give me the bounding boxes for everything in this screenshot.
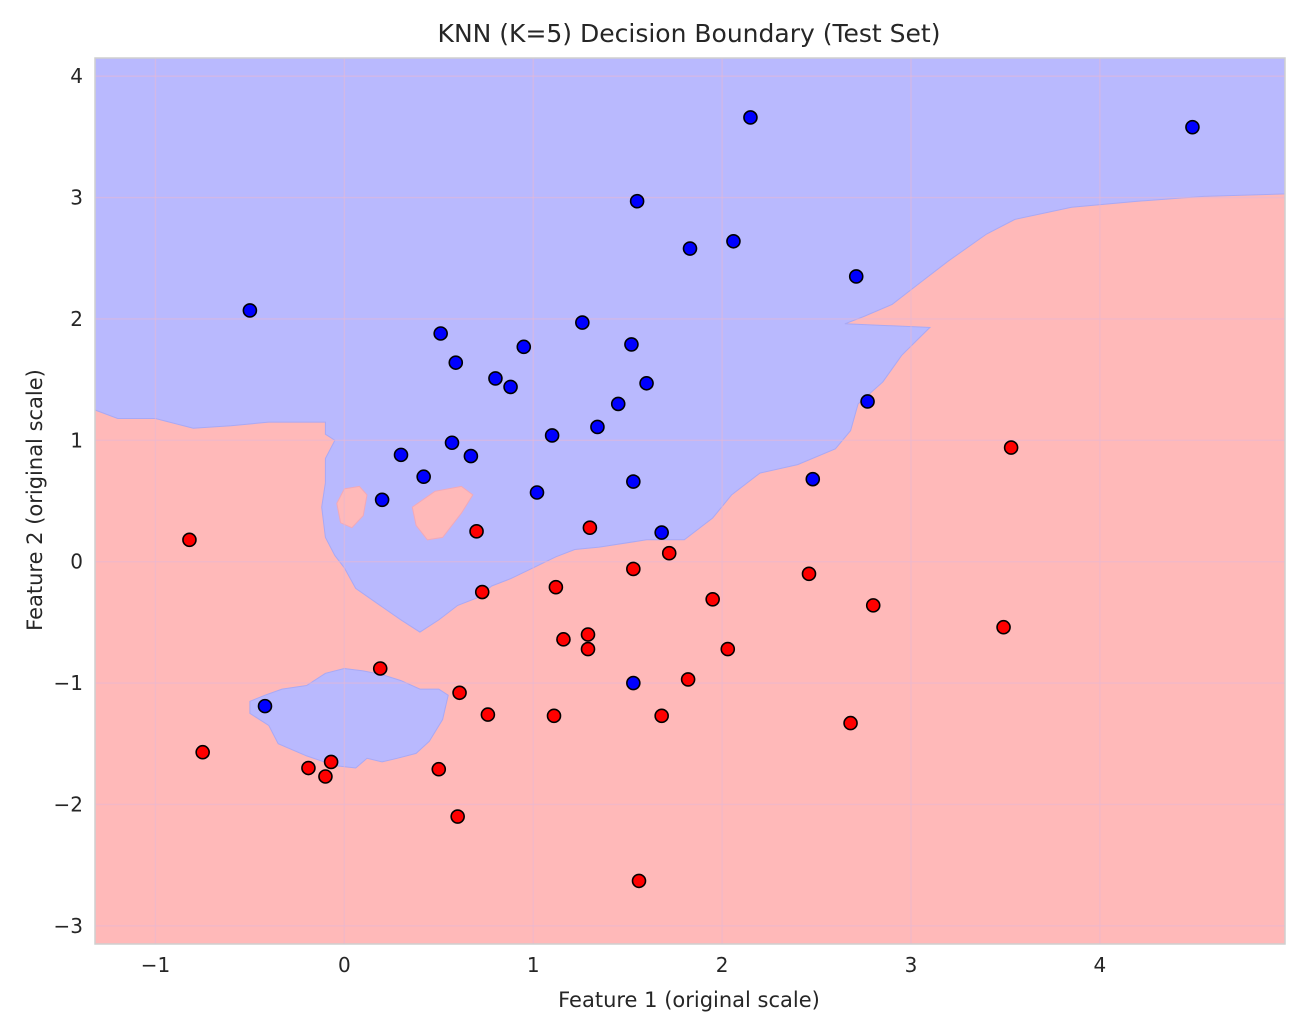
blue-point (860, 394, 875, 409)
blue-point (590, 419, 605, 435)
blue-point (743, 110, 758, 125)
blue-point (726, 233, 741, 249)
y-tick-label: −2 (54, 792, 83, 816)
blue-point (610, 396, 626, 412)
red-point (705, 592, 720, 607)
red-point (548, 579, 564, 595)
red-point (546, 708, 562, 724)
y-tick-label: 1 (70, 428, 83, 452)
blue-point (488, 371, 503, 386)
red-point (480, 707, 496, 722)
x-axis-label: Feature 1 (original scale) (558, 988, 820, 1012)
red-point (843, 715, 858, 731)
x-tick-label: 4 (1094, 953, 1107, 977)
y-tick-label: 3 (70, 186, 83, 210)
red-point (182, 532, 197, 548)
blue-point (433, 326, 448, 341)
red-region-island-2 (411, 485, 474, 541)
red-point (431, 761, 447, 777)
red-point (996, 619, 1011, 635)
red-point (318, 769, 333, 784)
red-point (452, 685, 467, 701)
red-point (580, 627, 596, 642)
blue-point (629, 193, 645, 209)
blue-point (416, 469, 431, 485)
red-point (631, 873, 647, 889)
blue-point (639, 375, 654, 391)
red-point (195, 744, 210, 760)
blue-point (848, 269, 864, 284)
red-point (626, 561, 641, 577)
red-point (654, 708, 669, 724)
blue-point (1185, 119, 1200, 135)
blue-point (575, 315, 590, 330)
red-point (469, 524, 484, 539)
x-tick-label: 0 (338, 953, 351, 977)
blue-point (626, 474, 641, 489)
y-tick-label: 4 (70, 64, 83, 88)
blue-point (242, 303, 258, 318)
blue-point (805, 471, 821, 487)
red-point (474, 584, 490, 600)
x-tick-label: 2 (716, 953, 729, 977)
red-point (801, 566, 817, 582)
red-point (372, 661, 388, 676)
y-axis-label: Feature 2 (original scale) (23, 369, 47, 631)
test-points (182, 110, 1200, 889)
red-point (556, 632, 571, 647)
blue-point (516, 339, 532, 355)
red-point (323, 754, 339, 770)
red-point (580, 641, 596, 657)
red-point (1003, 440, 1019, 455)
blue-point (463, 448, 479, 464)
decision-regions (94, 57, 1286, 944)
red-point (582, 520, 598, 536)
red-point (865, 598, 881, 613)
plot-frame (94, 57, 1286, 945)
chart-title: KNN (K=5) Decision Boundary (Test Set) (438, 19, 941, 48)
tick-labels: −1 0 1 2 3 4 −3 −2 −1 0 1 2 3 4 (54, 64, 1107, 977)
blue-point (624, 337, 639, 352)
blue-point (448, 355, 464, 370)
blue-point (544, 428, 560, 443)
y-tick-label: 2 (70, 307, 83, 331)
blue-point (654, 525, 669, 540)
red-point (720, 641, 736, 657)
blue-point (393, 447, 409, 463)
blue-point (529, 485, 545, 500)
blue-point (503, 379, 518, 395)
blue-point (257, 698, 273, 714)
x-tick-label: 3 (905, 953, 918, 977)
red-point (680, 672, 696, 687)
grid-lines (95, 58, 1285, 944)
blue-point (444, 435, 460, 451)
y-tick-label: −1 (54, 671, 83, 695)
x-tick-label: −1 (141, 953, 170, 977)
blue-point (682, 241, 698, 256)
x-tick-label: 1 (527, 953, 540, 977)
y-tick-label: 0 (70, 550, 83, 574)
red-point (301, 760, 316, 776)
blue-region-main (94, 57, 1286, 633)
blue-point (374, 492, 390, 508)
y-tick-label: −3 (54, 914, 83, 938)
red-point (450, 809, 465, 824)
blue-point (626, 675, 641, 691)
red-point (661, 545, 677, 561)
